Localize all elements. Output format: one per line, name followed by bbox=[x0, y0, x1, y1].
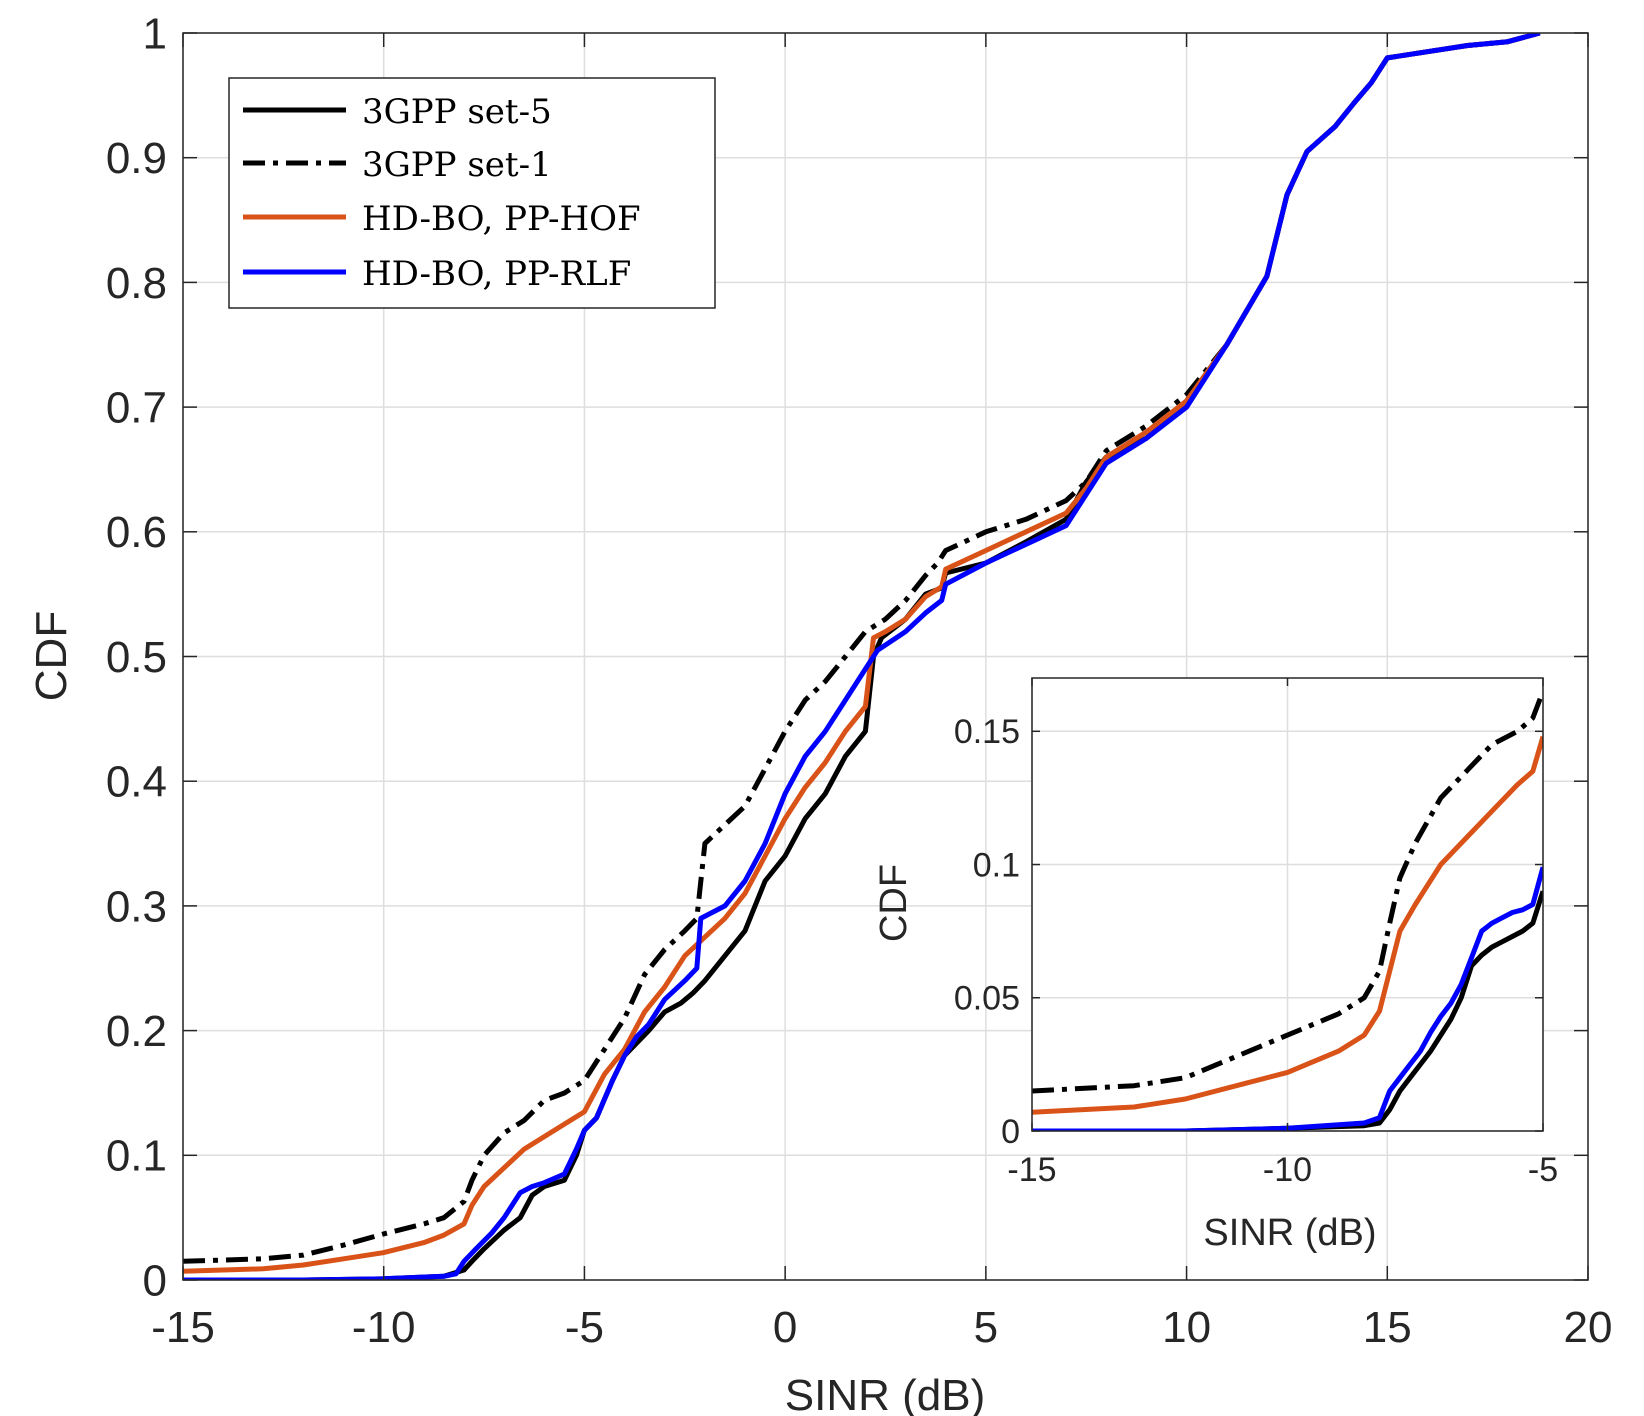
main-x-tick-label: 0 bbox=[773, 1303, 797, 1352]
inset-series-group bbox=[1032, 690, 1543, 1131]
legend-entry-set1: 3GPP set-1 bbox=[243, 145, 552, 185]
inset-y-axis-label: CDF bbox=[873, 864, 915, 942]
legend-label-set1: 3GPP set-1 bbox=[362, 145, 552, 185]
main-y-tick-label: 0.1 bbox=[106, 1132, 167, 1181]
main-y-axis-label: CDF bbox=[27, 611, 76, 701]
main-y-tick-label: 0.6 bbox=[106, 508, 167, 557]
legend-label-set5: 3GPP set-5 bbox=[362, 92, 552, 132]
legend-label-hof: HD-BO, PP-HOF bbox=[362, 199, 641, 239]
legend: 3GPP set-5 3GPP set-1 HD-BO, PP-HOF HD-B… bbox=[228, 77, 716, 309]
inset-x-axis-label: SINR (dB) bbox=[1203, 1212, 1376, 1254]
inset-y-tick-label: 0.15 bbox=[954, 713, 1020, 751]
legend-entry-set5: 3GPP set-5 bbox=[243, 92, 552, 132]
inset-series-hd-bo-pp-rlf bbox=[1032, 866, 1543, 1131]
main-x-tick-label: -10 bbox=[352, 1303, 416, 1352]
inset-ticks: -15 -10 -5 0 0.05 0.1 0.15 bbox=[954, 678, 1558, 1189]
main-y-tick-label: 0.4 bbox=[106, 758, 167, 807]
main-y-tick-label: 0 bbox=[143, 1256, 167, 1305]
main-x-tick-label: 15 bbox=[1363, 1303, 1412, 1352]
main-x-tick-label: -5 bbox=[565, 1303, 604, 1352]
inset-chart: -15 -10 -5 0 0.05 0.1 0.15 SINR (dB) CDF bbox=[873, 677, 1558, 1254]
legend-entry-hof: HD-BO, PP-HOF bbox=[243, 199, 641, 239]
main-ticks: -15 -10 -5 0 5 10 15 2000.10.20.30.40.50.60.70.… bbox=[106, 9, 1613, 1352]
inset-y-tick-label: 0.05 bbox=[954, 980, 1020, 1018]
main-series-hd-bo-pp-rlf bbox=[183, 33, 1541, 1280]
main-x-tick-label: -15 bbox=[151, 1303, 215, 1352]
inset-series-hd-bo-pp-hof bbox=[1032, 735, 1543, 1115]
inset-x-tick-label: -10 bbox=[1263, 1151, 1312, 1189]
inset-x-tick-label: -5 bbox=[1528, 1151, 1558, 1189]
legend-entry-rlf: HD-BO, PP-RLF bbox=[243, 254, 631, 294]
main-series-group bbox=[183, 33, 1541, 1280]
main-x-tick-label: 20 bbox=[1564, 1303, 1613, 1352]
inset-y-tick-label: 0 bbox=[1001, 1113, 1020, 1151]
main-x-axis-label: SINR (dB) bbox=[785, 1371, 985, 1416]
inset-series-3gpp-set-5 bbox=[1032, 890, 1543, 1131]
inset-x-tick-label: -15 bbox=[1007, 1151, 1056, 1189]
main-y-tick-label: 0.3 bbox=[106, 882, 167, 931]
inset-series-3gpp-set-1 bbox=[1032, 690, 1543, 1094]
main-y-tick-label: 0.8 bbox=[106, 259, 167, 308]
main-x-tick-label: 10 bbox=[1162, 1303, 1211, 1352]
main-y-tick-label: 0.7 bbox=[106, 384, 167, 433]
main-y-tick-label: 0.5 bbox=[106, 633, 167, 682]
main-y-tick-label: 0.2 bbox=[106, 1007, 167, 1056]
main-y-tick-label: 0.9 bbox=[106, 134, 167, 183]
main-y-tick-label: 1 bbox=[143, 9, 167, 58]
main-x-tick-label: 5 bbox=[974, 1303, 998, 1352]
inset-y-tick-label: 0.1 bbox=[973, 846, 1020, 884]
legend-label-rlf: HD-BO, PP-RLF bbox=[362, 254, 631, 294]
